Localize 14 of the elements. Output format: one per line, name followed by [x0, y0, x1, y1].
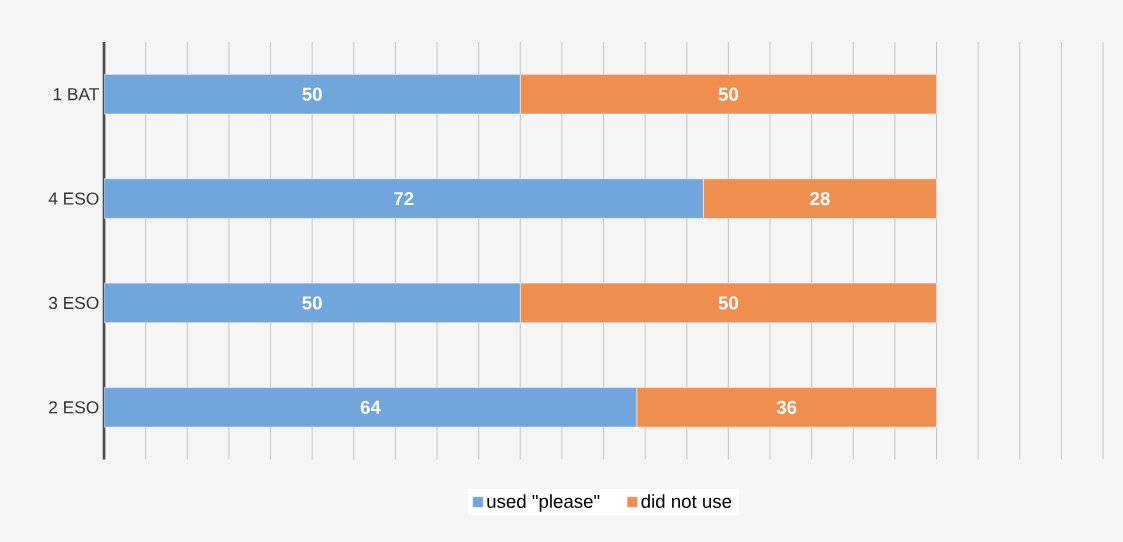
y-tick-label: 3 ESO — [48, 296, 99, 309]
y-tick-label: 4 ESO — [48, 192, 99, 205]
data-label: 50 — [718, 296, 739, 310]
data-label: 50 — [718, 87, 739, 101]
legend-label: did not use — [641, 494, 732, 508]
data-label: 64 — [360, 400, 381, 414]
data-label: 36 — [776, 400, 797, 414]
y-tick-label: 2 ESO — [49, 401, 99, 414]
data-label: 50 — [302, 87, 322, 101]
y-tick-label: 1 BAT — [53, 88, 99, 101]
data-label: 72 — [394, 191, 414, 205]
legend-label: used "please" — [487, 494, 600, 512]
data-label: 28 — [810, 191, 830, 206]
data-label: 50 — [302, 296, 322, 310]
